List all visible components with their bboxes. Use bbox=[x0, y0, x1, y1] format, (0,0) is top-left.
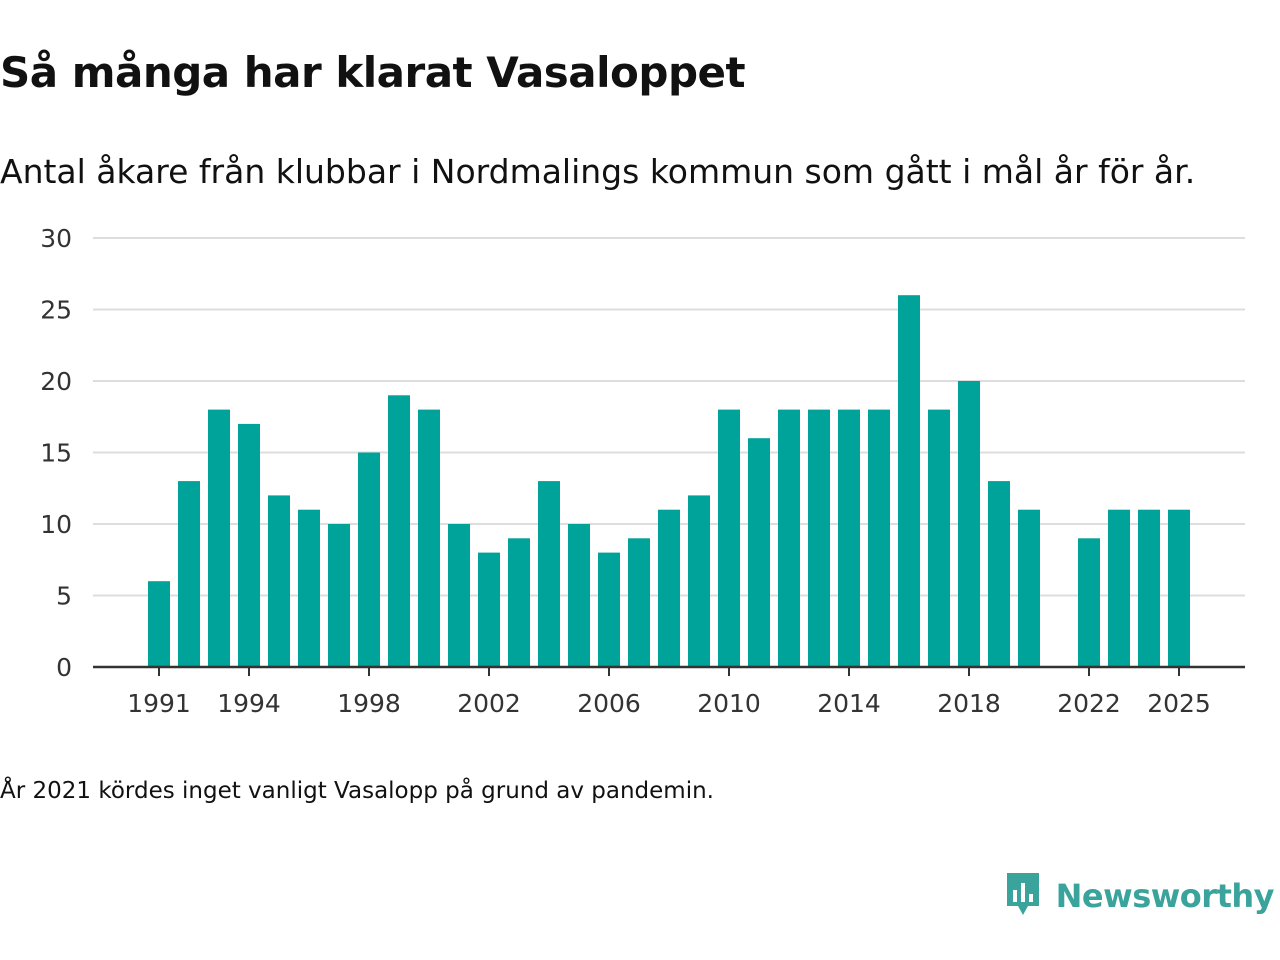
y-tick-label: 5 bbox=[56, 582, 72, 611]
bar-1993 bbox=[208, 409, 230, 667]
brand-name: Newsworthy bbox=[1055, 877, 1275, 915]
footnote: År 2021 kördes inget vanligt Vasalopp på… bbox=[0, 778, 714, 804]
x-tick-label: 1994 bbox=[217, 689, 281, 718]
bar-1996 bbox=[298, 509, 320, 667]
x-tick-label: 1998 bbox=[337, 689, 401, 718]
x-axis-ticks: 1991 1994 1998 2002 2006 2010 2014 2018 2022 2025 bbox=[127, 667, 1211, 718]
bars bbox=[148, 295, 1190, 667]
y-tick-label: 0 bbox=[56, 653, 72, 682]
bar-2024 bbox=[1138, 509, 1160, 667]
y-tick-label: 15 bbox=[40, 439, 72, 468]
bar-2005 bbox=[568, 524, 590, 667]
x-tick-label: 2014 bbox=[817, 689, 881, 718]
y-axis-labels: 0 5 10 15 20 25 30 bbox=[40, 224, 72, 682]
bar-2013 bbox=[808, 409, 830, 667]
bar-2019 bbox=[988, 481, 1010, 667]
x-tick-label: 2018 bbox=[937, 689, 1001, 718]
bar-2006 bbox=[598, 552, 620, 667]
x-tick-label: 2006 bbox=[577, 689, 641, 718]
bar-1991 bbox=[148, 581, 170, 667]
y-tick-label: 30 bbox=[40, 224, 72, 253]
bar-2015 bbox=[868, 409, 890, 667]
bar-2018 bbox=[958, 381, 980, 667]
brand-logo: Newsworthy bbox=[1004, 870, 1275, 922]
bar-2016 bbox=[898, 295, 920, 667]
bar-2017 bbox=[928, 409, 950, 667]
y-tick-label: 20 bbox=[40, 367, 72, 396]
x-tick-label: 2010 bbox=[697, 689, 761, 718]
bar-1994 bbox=[238, 423, 260, 667]
y-tick-label: 25 bbox=[40, 296, 72, 325]
x-tick-label: 2025 bbox=[1147, 689, 1211, 718]
bar-2009 bbox=[688, 495, 710, 667]
bar-1992 bbox=[178, 481, 200, 667]
bar-2014 bbox=[838, 409, 860, 667]
bar-1997 bbox=[328, 524, 350, 667]
bar-2022 bbox=[1078, 538, 1100, 667]
bar-2011 bbox=[748, 438, 770, 667]
chart-subtitle: Antal åkare från klubbar i Nordmalings k… bbox=[0, 152, 1196, 191]
chart-title: Så många har klarat Vasaloppet bbox=[0, 48, 746, 97]
bar-2007 bbox=[628, 538, 650, 667]
bar-2003 bbox=[508, 538, 530, 667]
bar-1998 bbox=[358, 452, 380, 667]
bar-2020 bbox=[1018, 509, 1040, 667]
x-tick-label: 2002 bbox=[457, 689, 521, 718]
newsworthy-logo-icon bbox=[1004, 870, 1042, 922]
bar-2002 bbox=[478, 552, 500, 667]
bar-2023 bbox=[1108, 509, 1130, 667]
bar-2000 bbox=[418, 409, 440, 667]
x-tick-label: 1991 bbox=[127, 689, 191, 718]
bar-1999 bbox=[388, 395, 410, 667]
y-tick-label: 10 bbox=[40, 510, 72, 539]
bar-2012 bbox=[778, 409, 800, 667]
bar-2004 bbox=[538, 481, 560, 667]
bar-2008 bbox=[658, 509, 680, 667]
bar-2001 bbox=[448, 524, 470, 667]
bar-2025 bbox=[1168, 509, 1190, 667]
bar-2010 bbox=[718, 409, 740, 667]
bar-1995 bbox=[268, 495, 290, 667]
x-tick-label: 2022 bbox=[1057, 689, 1121, 718]
